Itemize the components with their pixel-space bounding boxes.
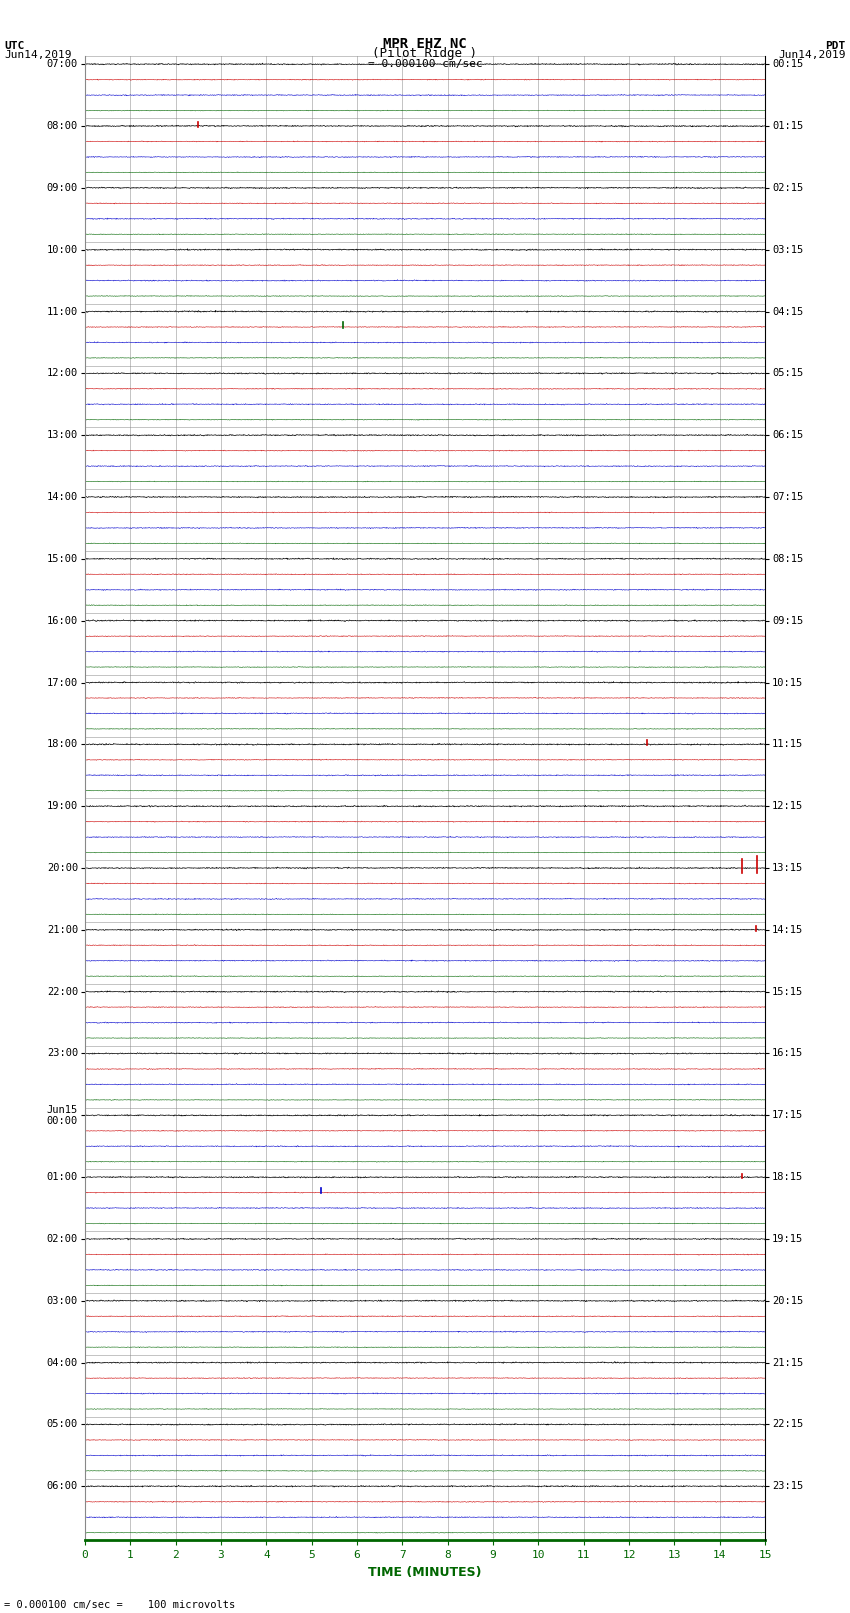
Text: Jun14,2019: Jun14,2019: [4, 50, 71, 60]
Text: PDT: PDT: [825, 40, 846, 50]
X-axis label: TIME (MINUTES): TIME (MINUTES): [368, 1566, 482, 1579]
Text: UTC: UTC: [4, 40, 25, 50]
Text: = 0.000100 cm/sec =    100 microvolts: = 0.000100 cm/sec = 100 microvolts: [4, 1600, 235, 1610]
Text: = 0.000100 cm/sec: = 0.000100 cm/sec: [367, 60, 483, 69]
Text: (Pilot Ridge ): (Pilot Ridge ): [372, 47, 478, 60]
Text: MPR EHZ NC: MPR EHZ NC: [383, 37, 467, 50]
Text: Jun14,2019: Jun14,2019: [779, 50, 846, 60]
